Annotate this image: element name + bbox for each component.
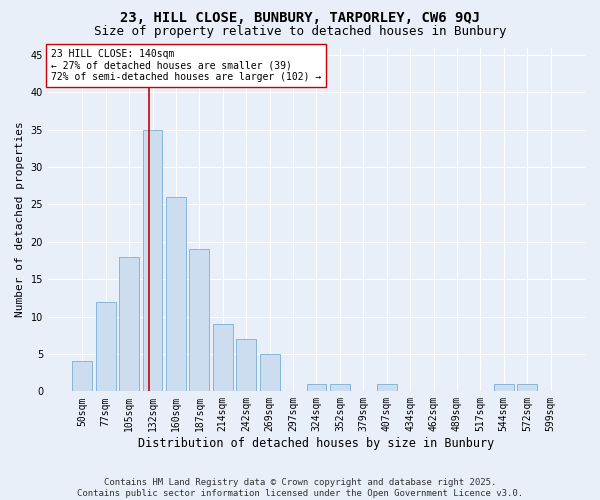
Bar	[494, 384, 514, 392]
Bar	[73, 362, 92, 392]
Bar	[119, 257, 139, 392]
Bar	[377, 384, 397, 392]
Bar	[143, 130, 163, 392]
Bar	[260, 354, 280, 392]
Bar	[517, 384, 537, 392]
Text: Contains HM Land Registry data © Crown copyright and database right 2025.
Contai: Contains HM Land Registry data © Crown c…	[77, 478, 523, 498]
Bar	[166, 197, 186, 392]
Bar	[307, 384, 326, 392]
Y-axis label: Number of detached properties: Number of detached properties	[15, 122, 25, 318]
Text: 23 HILL CLOSE: 140sqm
← 27% of detached houses are smaller (39)
72% of semi-deta: 23 HILL CLOSE: 140sqm ← 27% of detached …	[50, 49, 321, 82]
Bar	[213, 324, 233, 392]
Bar	[330, 384, 350, 392]
Bar	[96, 302, 116, 392]
Text: 23, HILL CLOSE, BUNBURY, TARPORLEY, CW6 9QJ: 23, HILL CLOSE, BUNBURY, TARPORLEY, CW6 …	[120, 11, 480, 25]
Bar	[190, 250, 209, 392]
X-axis label: Distribution of detached houses by size in Bunbury: Distribution of detached houses by size …	[139, 437, 494, 450]
Bar	[236, 339, 256, 392]
Text: Size of property relative to detached houses in Bunbury: Size of property relative to detached ho…	[94, 25, 506, 38]
